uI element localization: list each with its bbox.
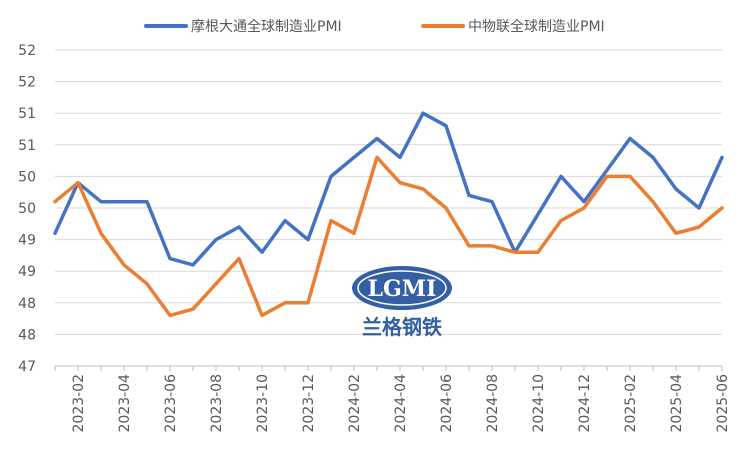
x-tick-label: 2024-02 — [347, 374, 363, 433]
series-lines — [53, 111, 724, 318]
x-tick-label: 2023-08 — [209, 374, 225, 433]
legend-item-jpmorgan: 摩根大通全球制造业PMI — [144, 18, 342, 35]
y-tick-label: 48 — [18, 327, 36, 343]
x-axis-ticks: 2023-02 2023-04 2023-06 2023-08 2023-10 2023-… — [71, 374, 731, 433]
lgmi-watermark-logo: LGMI 兰格钢铁 — [352, 266, 452, 339]
y-tick-label: 49 — [18, 233, 36, 249]
x-tick-label: 2024-08 — [485, 374, 501, 433]
legend: 摩根大通全球制造业PMI 中物联全球制造业PMI — [144, 18, 605, 35]
x-tick-label: 2023-12 — [301, 374, 317, 433]
y-tick-label: 48 — [18, 296, 36, 312]
series-line-jpmorgan — [53, 111, 724, 267]
y-tick-label: 49 — [18, 264, 36, 280]
logo-text: LGMI — [368, 276, 437, 302]
y-tick-label: 52 — [18, 75, 36, 91]
x-tick-label: 2023-10 — [255, 374, 271, 433]
x-tick-label: 2024-04 — [393, 374, 409, 433]
x-tick-label: 2024-06 — [439, 374, 455, 433]
logo-oval — [352, 266, 452, 310]
x-tick-label: 2023-04 — [117, 374, 133, 433]
x-tick-label: 2025-04 — [669, 374, 685, 433]
series-line-cflp — [53, 155, 724, 318]
logo-oval-ring — [357, 270, 447, 306]
legend-item-cflp: 中物联全球制造业PMI — [421, 18, 605, 35]
x-tick-label: 2025-02 — [623, 374, 639, 433]
y-tick-label: 50 — [18, 169, 36, 185]
y-tick-label: 50 — [18, 201, 36, 217]
y-axis-ticks: 52 52 51 51 50 50 49 49 48 48 47 — [18, 43, 36, 375]
x-tick-label: 2023-02 — [71, 374, 87, 433]
y-tick-label: 51 — [18, 106, 36, 122]
y-tick-label: 51 — [18, 138, 36, 154]
x-tick-label: 2024-12 — [577, 374, 593, 433]
x-tick-label: 2023-06 — [163, 374, 179, 433]
legend-label-cflp: 中物联全球制造业PMI — [468, 18, 605, 35]
legend-label-jpmorgan: 摩根大通全球制造业PMI — [191, 18, 342, 35]
y-tick-label: 47 — [18, 359, 36, 375]
x-tick-label: 2024-10 — [531, 374, 547, 433]
y-tick-label: 52 — [18, 43, 36, 59]
logo-chinese-text: 兰格钢铁 — [362, 315, 442, 339]
x-tick-label: 2025-06 — [715, 374, 731, 433]
axes — [54, 365, 723, 371]
